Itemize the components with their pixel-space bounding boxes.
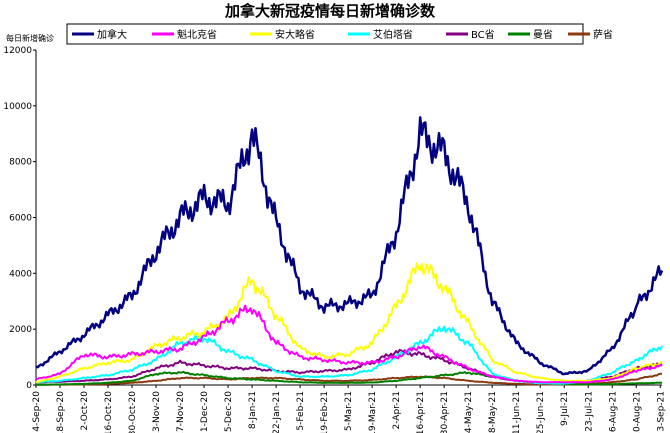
x-tick-label: 8-Jan-21 <box>248 391 258 429</box>
y-axis-label: 每日新增确诊 <box>6 33 54 43</box>
y-tick-label: 8000 <box>9 158 32 168</box>
series-line <box>35 304 663 384</box>
x-tick-label: 28-May-21 <box>488 391 498 433</box>
x-tick-label: 22-Jan-21 <box>272 391 282 433</box>
x-tick-label: 25-Jun-21 <box>536 391 546 433</box>
series-line <box>35 262 663 384</box>
x-tick-label: 4-Sep-20 <box>32 391 42 432</box>
legend-label: 安大略省 <box>275 28 315 41</box>
x-tick-label: 5-Mar-21 <box>344 391 354 431</box>
y-tick-label: 10000 <box>3 102 32 112</box>
x-tick-label: 2-Apr-21 <box>392 391 402 429</box>
x-tick-label: 27-Nov-20 <box>176 391 186 433</box>
x-tick-label: 25-Dec-20 <box>224 391 234 433</box>
x-tick-label: 19-Feb-21 <box>320 391 330 433</box>
x-tick-label: 5-Feb-21 <box>296 391 306 431</box>
legend: 加拿大 魁北克省 安大略省 艾伯塔省 BC省 曼省 萨省 <box>66 23 613 45</box>
y-tick-label: 12000 <box>3 46 32 56</box>
x-tick-label: 9-Jul-21 <box>560 391 570 426</box>
x-tick-label: 11-Dec-20 <box>200 391 210 433</box>
y-tick-label: 4000 <box>9 269 32 279</box>
x-tick-label: 2-Oct-20 <box>80 391 90 431</box>
x-tick-label: 30-Apr-21 <box>440 391 450 433</box>
x-tick-label: 18-Sep-20 <box>56 391 66 433</box>
y-tick-label: 2000 <box>9 325 32 335</box>
legend-label: 加拿大 <box>97 28 127 41</box>
x-tick-label: 14-May-21 <box>464 391 474 433</box>
y-tick-label: 0 <box>26 381 32 391</box>
legend-label: 艾伯塔省 <box>373 28 413 41</box>
x-tick-label: 16-Oct-20 <box>104 391 114 433</box>
x-tick-label: 11-Jun-21 <box>512 391 522 433</box>
legend-label: 萨省 <box>593 28 613 41</box>
series-line <box>35 116 664 376</box>
chart-title: 加拿大新冠疫情每日新增确诊数 <box>224 2 436 20</box>
legend-label: BC省 <box>471 28 495 41</box>
x-tick-label: 16-Apr-21 <box>416 391 426 433</box>
plot-area: 0 2000 4000 6000 8000 10000 12000 4-Sep-20 18-Se… <box>3 46 666 433</box>
x-tick-label: 3-Sep-21 <box>656 391 666 432</box>
y-tick-label: 6000 <box>9 214 32 224</box>
legend-label: 曼省 <box>533 28 553 41</box>
legend-label: 魁北克省 <box>177 28 217 41</box>
legend-box <box>66 23 584 45</box>
series-line <box>35 325 663 385</box>
x-tick-label: 20-Aug-21 <box>632 391 642 433</box>
x-tick-label: 30-Oct-20 <box>128 391 138 433</box>
x-tick-label: 6-Aug-21 <box>608 391 618 432</box>
x-tick-label: 19-Mar-21 <box>368 391 378 433</box>
x-tick-label: 13-Nov-20 <box>152 391 162 433</box>
x-tick-label: 23-Jul-21 <box>584 391 594 432</box>
